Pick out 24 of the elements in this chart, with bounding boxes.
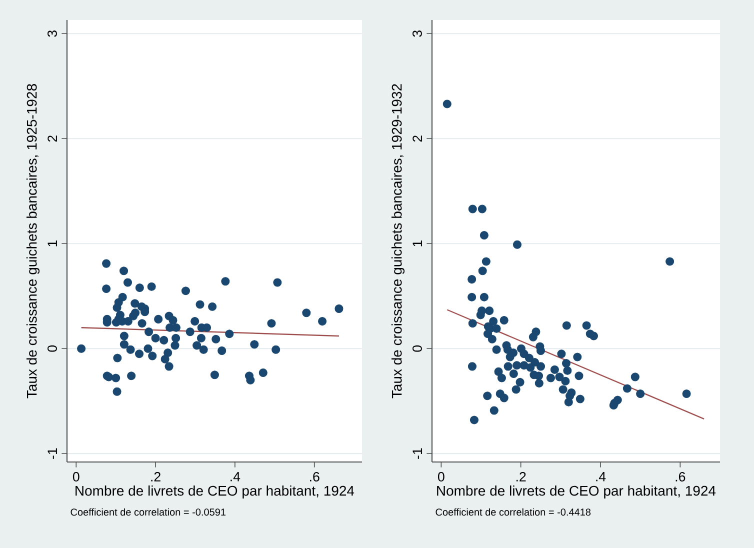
y-tick-label: 3 <box>412 30 422 37</box>
y-tick-label: 2 <box>412 136 422 142</box>
y-tick-label: 0 <box>48 345 57 352</box>
x-axis-title: Nombre de livrets de CEO par habitant, 1924 <box>76 485 354 499</box>
x-tick-label: .4 <box>596 472 606 482</box>
y-tick-label: 0 <box>412 345 422 352</box>
y-tick-label: 3 <box>48 30 57 37</box>
x-tick-label: .6 <box>676 472 686 482</box>
x-tick-label: 0 <box>438 472 444 482</box>
text: Coefficient de correlation = -0.4418 <box>436 508 591 516</box>
y-tick-label: -1 <box>48 448 57 459</box>
y-tick-label: 1 <box>412 240 422 246</box>
y-tick-label: 1 <box>48 240 57 246</box>
x-tick-label: .2 <box>151 472 160 482</box>
y-axis-title: Taux de croissance guichets bancaires, 1929-1932 <box>391 84 405 398</box>
y-tick-label: 2 <box>48 136 57 142</box>
x-axis-title: Nombre de livrets de CEO par habitant, 1924 <box>437 485 716 499</box>
y-tick-label: -1 <box>412 448 422 459</box>
x-tick-label: .4 <box>230 472 240 482</box>
x-tick-label: 0 <box>72 472 80 482</box>
y-axis-title: Taux de croissance guichets bancaires, 1925-1928 <box>26 84 40 398</box>
x-tick-label: .2 <box>516 472 526 482</box>
text: Coefficient de correlation = -0.0591 <box>70 508 226 516</box>
x-tick-label: .6 <box>310 472 320 482</box>
